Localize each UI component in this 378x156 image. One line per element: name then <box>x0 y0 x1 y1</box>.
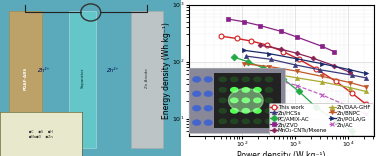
PC/AMIX-AC <box>314 106 318 108</box>
Text: Zn²⁺: Zn²⁺ <box>37 68 50 73</box>
Zn/BNPC <box>295 70 299 72</box>
PC/AMIX-AC <box>231 56 236 58</box>
Zn/AC <box>242 71 246 73</box>
Zn/AC <box>364 113 368 115</box>
Zn/POLA/G <box>267 53 272 55</box>
Zn/HCSs <box>350 74 354 76</box>
FancyBboxPatch shape <box>0 0 181 156</box>
Zn/BNPC <box>348 82 352 83</box>
MnO₂-CNTs/Mxene <box>295 52 299 54</box>
PC/AMIX-AC <box>297 90 301 92</box>
Zn/DAA-GHF <box>268 73 273 74</box>
Zn/DAA-GHF <box>348 87 352 89</box>
Zn/POLA/G <box>364 73 368 74</box>
Zn/AC <box>348 106 352 108</box>
This work <box>218 35 223 37</box>
PC/AMIX-AC <box>281 78 285 80</box>
Line: Zn/POLA/G: Zn/POLA/G <box>242 48 368 76</box>
MnO₂-CNTs/Mxene <box>311 57 315 59</box>
Zn/POLA/G <box>242 49 246 51</box>
Zn/ZVO <box>279 30 284 32</box>
This work <box>297 58 301 60</box>
Text: Separator: Separator <box>81 68 85 88</box>
Zn/AC <box>295 85 299 87</box>
Zn/BNPC <box>364 86 368 88</box>
Zn/HCSs <box>364 77 368 79</box>
Zn/ZVO <box>258 25 262 27</box>
This work <box>314 68 318 70</box>
Zn/DAA-GHF <box>320 81 325 83</box>
PC/AMIX-AC <box>246 61 250 63</box>
Zn/HCSs <box>268 58 273 60</box>
FancyBboxPatch shape <box>131 11 163 148</box>
PC/AMIX-AC <box>261 67 265 69</box>
Text: PGAF-ARS: PGAF-ARS <box>23 66 27 90</box>
Zn/AC <box>267 77 272 79</box>
Line: PC/AMIX-AC: PC/AMIX-AC <box>231 55 355 134</box>
Line: MnO₂-CNTs/Mxene: MnO₂-CNTs/Mxene <box>258 43 352 74</box>
Zn/POLA/G <box>320 63 325 65</box>
Zn/DAA-GHF <box>244 70 248 72</box>
Zn/ZVO <box>295 36 299 38</box>
This work <box>249 40 254 42</box>
Zn/BNPC <box>320 76 325 77</box>
Zn/POLA/G <box>295 58 299 60</box>
This work <box>334 80 338 82</box>
Zn/DAA-GHF <box>295 77 299 79</box>
Zn/DAA-GHF <box>364 90 368 92</box>
Zn/ZVO <box>332 51 336 53</box>
FancyBboxPatch shape <box>69 11 96 148</box>
Zn/BNPC <box>267 66 272 68</box>
PC/AMIX-AC <box>350 130 354 132</box>
MnO₂-CNTs/Mxene <box>279 48 284 50</box>
X-axis label: Power density (W kg⁻¹): Power density (W kg⁻¹) <box>237 151 326 156</box>
This work <box>234 38 239 39</box>
MnO₂-CNTs/Mxene <box>258 44 262 46</box>
PC/AMIX-AC <box>334 120 338 122</box>
Line: Zn/BNPC: Zn/BNPC <box>242 62 368 89</box>
MnO₂-CNTs/Mxene <box>332 65 336 67</box>
This work <box>281 51 285 53</box>
This work <box>350 92 354 94</box>
Line: This work: This work <box>218 34 368 107</box>
Zn/HCSs <box>318 69 322 71</box>
Zn/HCSs <box>244 55 248 57</box>
Text: Zn²⁺: Zn²⁺ <box>106 68 119 73</box>
Line: Zn/ZVO: Zn/ZVO <box>226 17 336 54</box>
Zn/ZVO <box>242 21 246 23</box>
Zn/HCSs <box>293 64 297 66</box>
Text: Zn Anode: Zn Anode <box>145 68 149 88</box>
Zn/AC <box>226 69 231 71</box>
Zn/ZVO <box>320 46 325 47</box>
Line: Zn/DAA-GHF: Zn/DAA-GHF <box>244 69 368 94</box>
Zn/AC <box>320 94 325 96</box>
Zn/POLA/G <box>348 69 352 71</box>
MnO₂-CNTs/Mxene <box>348 71 352 73</box>
Zn/ZVO <box>226 18 231 20</box>
Zn/BNPC <box>242 63 246 65</box>
This work <box>265 44 270 46</box>
Line: Zn/HCSs: Zn/HCSs <box>244 54 368 80</box>
FancyBboxPatch shape <box>9 11 42 148</box>
Line: Zn/AC: Zn/AC <box>226 68 368 116</box>
This work <box>364 103 368 105</box>
Y-axis label: Energy density (Wh kg⁻¹): Energy density (Wh kg⁻¹) <box>162 22 171 119</box>
Legend: This work, Zn/HCSs, PC/AMIX-AC, Zn/ZVO, MnO₂-CNTs/Mxene, Zn/DAA-GHF, Zn/BNPC, Zn: This work, Zn/HCSs, PC/AMIX-AC, Zn/ZVO, … <box>268 103 373 135</box>
